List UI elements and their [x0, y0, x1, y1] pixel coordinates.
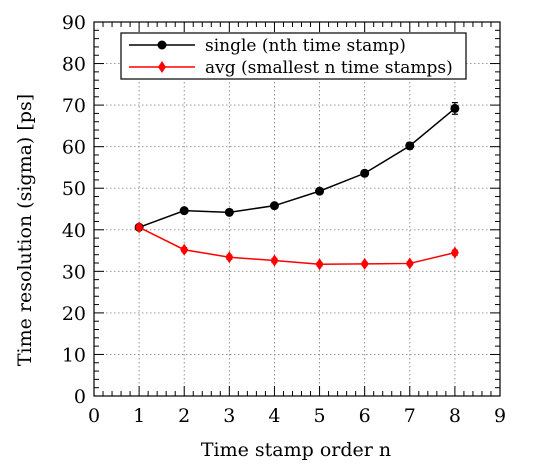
data-point: [450, 246, 459, 259]
x-tick-label: 5: [314, 405, 326, 427]
y-axis-title: Time resolution (sigma) [ps]: [14, 94, 36, 366]
series-layer: [134, 102, 460, 271]
data-point: [270, 254, 279, 267]
data-point: [315, 258, 324, 271]
series-line: [138, 226, 456, 266]
legend-box: [120, 32, 467, 80]
legend-marker: [157, 40, 167, 50]
x-axis-title: Time stamp order n: [201, 439, 391, 461]
y-tick-label: 90: [62, 12, 86, 34]
data-point: [225, 251, 234, 264]
data-point: [360, 257, 369, 270]
x-tick-label: 9: [494, 405, 506, 427]
x-tick-label: 7: [404, 405, 416, 427]
x-tick-label: 6: [359, 405, 371, 427]
x-tick-label: 0: [88, 405, 100, 427]
y-tick-label: 0: [74, 386, 86, 408]
legend: single (nth time stamp)avg (smallest n t…: [120, 32, 467, 80]
y-tick-label: 20: [62, 303, 86, 325]
data-point: [135, 221, 144, 234]
x-tick-label: 1: [133, 405, 145, 427]
y-tick-label: 60: [62, 137, 86, 159]
series-line: [138, 107, 456, 228]
x-tick-label: 8: [449, 405, 461, 427]
data-point: [269, 201, 279, 211]
y-tick-label: 40: [62, 220, 86, 242]
data-point: [315, 186, 325, 196]
y-tick-label: 80: [62, 54, 86, 76]
data-point: [450, 103, 460, 113]
legend-marker: [158, 61, 166, 73]
legend-label: avg (smallest n time stamps): [205, 58, 453, 78]
y-tick-label: 30: [62, 261, 86, 283]
data-point: [180, 243, 189, 256]
y-tick-label: 10: [62, 344, 86, 366]
legend-label: single (nth time stamp): [205, 36, 406, 56]
x-tick-label: 4: [268, 405, 280, 427]
plot-frame: [93, 21, 501, 397]
y-tick-label: 70: [62, 95, 86, 117]
data-point: [360, 168, 370, 178]
y-tick-label: 50: [62, 178, 86, 200]
x-tick-label: 3: [223, 405, 235, 427]
data-point: [405, 257, 414, 270]
series-2: [135, 221, 459, 271]
data-point: [224, 207, 234, 217]
data-point: [405, 141, 415, 151]
data-point: [179, 206, 189, 216]
series-1: [134, 102, 460, 232]
x-tick-label: 2: [178, 405, 190, 427]
